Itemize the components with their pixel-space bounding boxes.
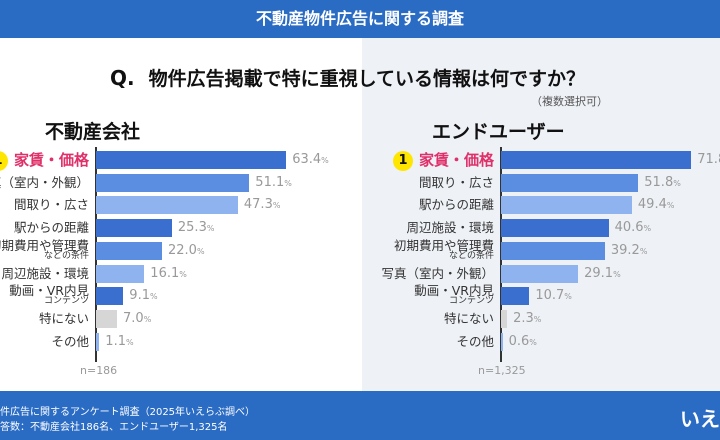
bar [501, 173, 639, 192]
bar-row: 動画・VR内見 コンテンツ 10.7% [360, 283, 720, 307]
category-label: 初期費用や管理費などの条件 [393, 237, 494, 261]
bar [96, 241, 162, 260]
bar-row: 動画・VR内見 コンテンツ 9.1% [0, 283, 360, 307]
value-label: 25.3% [177, 220, 215, 236]
bar [501, 309, 508, 328]
bar [96, 151, 287, 169]
sample-size: n=1,325 [478, 364, 526, 377]
category-label: 特にない [38, 310, 89, 326]
bar-row: 1家賃・価格 63.4% [0, 149, 360, 171]
rank-badge: 1 [392, 150, 413, 171]
value-label: 63.4% [292, 152, 329, 167]
question: Q. 物件広告掲載で特に重視している情報は何ですか？ [110, 64, 585, 91]
value-label: 0.6% [508, 333, 537, 349]
bar [501, 151, 692, 169]
category-label: その他 [51, 333, 89, 349]
value-label: 9.1% [129, 288, 158, 304]
bar-row: 周辺施設・環境 16.1% [0, 263, 360, 285]
bar-row: 特にない 2.3% [360, 308, 720, 330]
bar-row: その他 0.6% [360, 331, 720, 353]
bar [96, 332, 100, 351]
category-label: 特にない [443, 310, 494, 326]
bar-row: 特にない 7.0% [0, 308, 360, 330]
category-label: 動画・VR内見 コンテンツ [414, 283, 494, 307]
bar-row: 駅からの距離 25.3% [0, 217, 360, 239]
chart-title: 不動産会社 [45, 121, 141, 143]
chart-real-estate-companies: 不動産会社 n=186 1家賃・価格 63.4% 写真（室内・外観） 51.1% 間取り… [0, 112, 360, 387]
bar [501, 241, 605, 260]
bar [501, 287, 530, 306]
value-label: 2.3% [513, 310, 542, 326]
bar-row: 初期費用や管理費 などの条件 39.2% [360, 237, 720, 262]
category-label: 間取り・広さ [13, 197, 89, 213]
category-label: 動画・VR内見 コンテンツ [9, 283, 89, 307]
chart-title: エンドユーザー [432, 121, 565, 143]
bar-row: 1家賃・価格 71.8% [360, 149, 720, 171]
category-label: 間取り・広さ [418, 174, 494, 190]
brand-logo: いえ [680, 407, 720, 431]
category-label: 駅からの距離 [418, 197, 494, 213]
rank-badge: 1 [0, 150, 8, 171]
bar-row: 写真（室内・外観） 29.1% [360, 263, 720, 285]
value-label: 51.1% [255, 174, 292, 190]
chart-end-users: エンドユーザー n=1,325 1家賃・価格 71.8% 間取り・広さ 51.8% 駅か… [360, 112, 720, 387]
value-label: 29.1% [584, 265, 621, 281]
value-label: 47.3% [243, 197, 281, 213]
category-label: 1家賃・価格 [0, 149, 89, 171]
value-label: 1.1% [105, 333, 134, 349]
value-label: 71.8% [697, 152, 720, 167]
bar-row: 間取り・広さ 47.3% [0, 194, 360, 216]
sample-size: n=186 [80, 364, 118, 377]
bar [501, 264, 579, 283]
question-note: （複数選択可） [531, 95, 608, 108]
bar [96, 309, 117, 328]
bar-row: その他 1.1% [0, 331, 360, 353]
bar-row: 写真（室内・外観） 51.1% [0, 172, 360, 194]
value-label: 10.7% [535, 288, 572, 304]
bar-row: 周辺施設・環境 40.6% [360, 217, 720, 239]
category-label: 写真（室内・外観） [0, 174, 89, 190]
category-label: 周辺施設・環境 [406, 220, 494, 236]
bar-row: 間取り・広さ 51.8% [360, 172, 720, 194]
bar [96, 219, 172, 238]
bar [501, 196, 632, 215]
category-label: 写真（室内・外観） [381, 265, 494, 281]
value-label: 51.8% [644, 174, 681, 190]
header-title: 不動産物件広告に関する調査 [0, 0, 720, 38]
bar [96, 264, 145, 283]
value-label: 39.2% [610, 242, 648, 258]
footer: 物件広告に関するアンケート調査（2025年いえらぶ調べ） 回答数：不動産会社18… [0, 391, 720, 440]
bar [96, 196, 238, 215]
bar [96, 173, 250, 192]
value-label: 22.0% [168, 242, 205, 258]
question-text: 物件広告掲載で特に重視している情報は何ですか？ [148, 68, 586, 90]
value-label: 7.0% [123, 310, 152, 326]
category-label: 駅からの距離 [13, 220, 89, 236]
value-label: 40.6% [614, 220, 652, 236]
category-label: 周辺施設・環境 [1, 265, 89, 281]
value-label: 16.1% [150, 265, 187, 281]
footer-source: 物件広告に関するアンケート調査（2025年いえらぶ調べ） [0, 407, 256, 418]
question-mark: Q. [110, 66, 135, 90]
footer-respondents: 回答数：不動産会社186名、エンドユーザー1,325名 [0, 422, 228, 433]
bar-row: 駅からの距離 49.4% [360, 194, 720, 216]
bar [501, 219, 609, 238]
category-label: その他 [456, 333, 494, 349]
value-label: 49.4% [637, 197, 675, 213]
right-panel-background [362, 38, 720, 391]
bar [501, 332, 503, 351]
bar [96, 287, 124, 306]
